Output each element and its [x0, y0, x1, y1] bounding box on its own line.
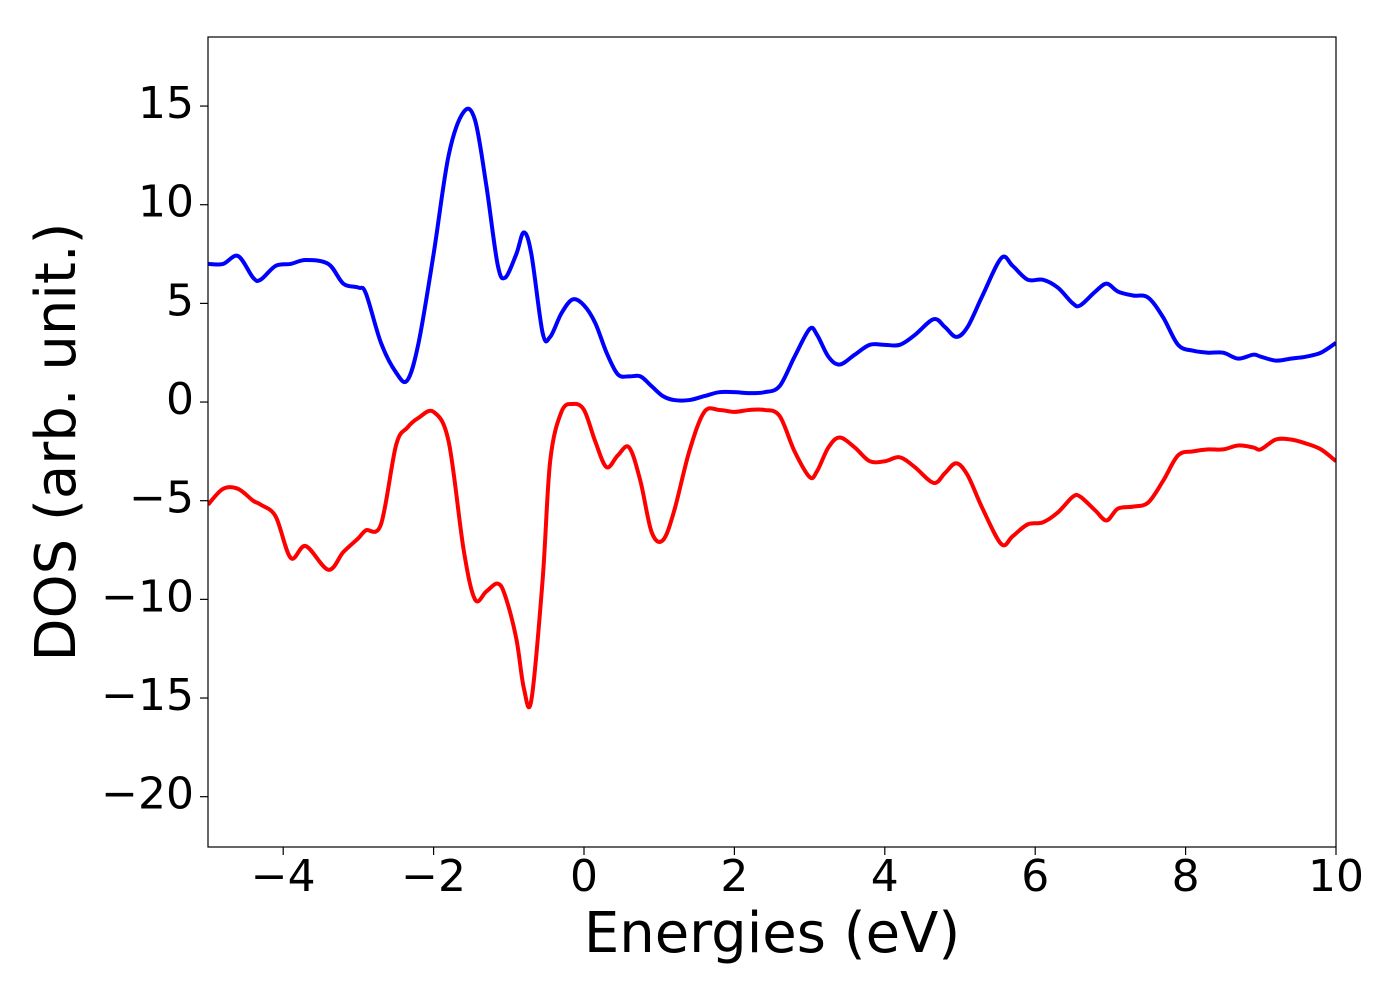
y-tick-label: 0 [166, 374, 194, 425]
y-tick-label: 5 [166, 275, 194, 326]
y-tick-label: 15 [138, 78, 194, 129]
x-tick-label: 6 [1021, 851, 1049, 902]
x-tick-label: 0 [570, 851, 598, 902]
x-tick-label: 10 [1308, 851, 1364, 902]
x-tick-label: −4 [251, 851, 316, 902]
y-tick-label: 10 [138, 177, 194, 228]
axes-frame [207, 36, 1337, 848]
series-line [208, 401, 1336, 710]
x-tick-label: 4 [871, 851, 899, 902]
x-axis-label: Energies (eV) [584, 901, 960, 966]
y-tick-label: −15 [101, 670, 194, 721]
y-tick-label: −5 [129, 473, 194, 524]
x-tick-label: 8 [1172, 851, 1200, 902]
x-tick-label: 2 [720, 851, 748, 902]
y-tick-label: −20 [101, 769, 194, 820]
x-tick-label: −2 [401, 851, 466, 902]
y-tick-label: −10 [101, 571, 194, 622]
y-axis-label: DOS (arb. unit.) [24, 222, 89, 661]
series-line [208, 106, 1336, 403]
plot-area [208, 106, 1336, 710]
